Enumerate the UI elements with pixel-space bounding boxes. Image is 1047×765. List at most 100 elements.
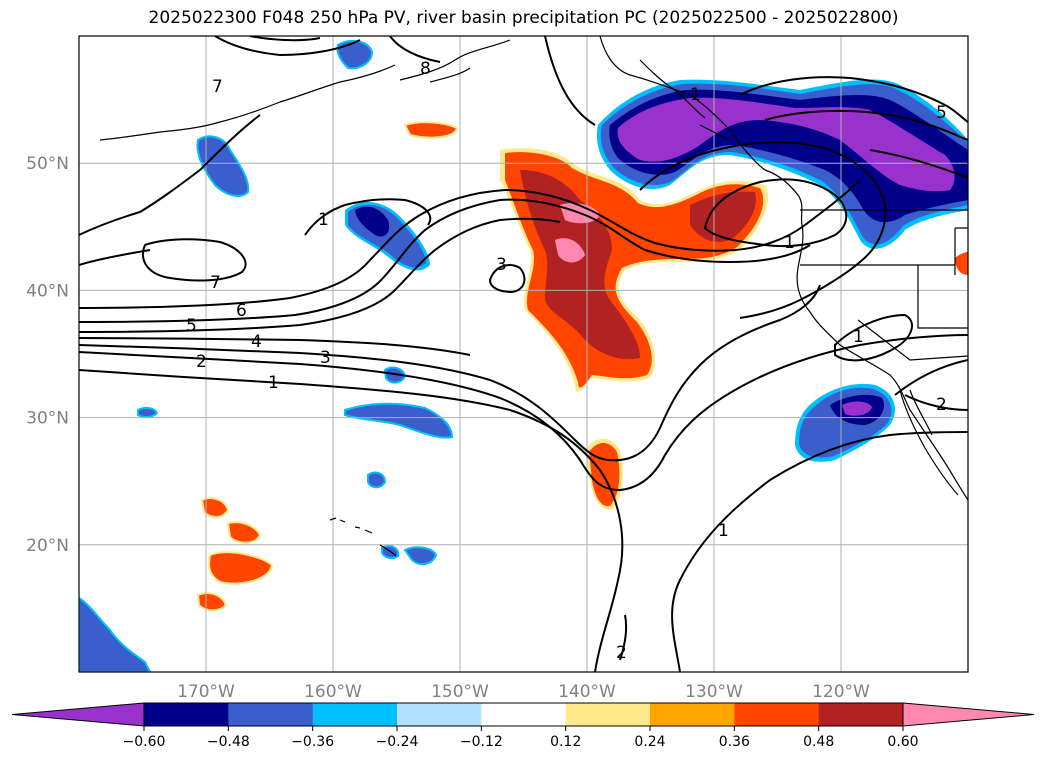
pv-contour-ring-east: [764, 109, 968, 179]
longitude-labels: 170°W 160°W 150°W 140°W 130°W 120°W: [177, 682, 870, 702]
contour-label: 1: [690, 85, 701, 105]
colorbar-tick-label: −0.36: [291, 734, 334, 750]
borders: [800, 209, 968, 361]
coastline-aleutians: [99, 64, 396, 141]
pv-contour-1-top: [79, 36, 596, 266]
colorbar-segment: [144, 703, 229, 726]
pv-contour-1-loop: [703, 178, 848, 248]
latitude-labels: 50°N 40°N 30°N 20°N: [26, 154, 69, 556]
contour-label: 1: [784, 233, 795, 253]
pv-contour-7: [142, 238, 247, 282]
colorbar-tick-label: 0.24: [634, 734, 665, 750]
coastlines: [99, 36, 968, 557]
pv-contour-2: [79, 334, 968, 492]
colorbar-tick-label: 0.60: [887, 734, 918, 750]
pv-contour-5: [79, 198, 811, 323]
longitude-label: 120°W: [812, 682, 870, 702]
contour-label: 1: [268, 373, 279, 393]
coastline-alaska: [399, 39, 511, 83]
negative-anomaly-mid-navy: [355, 206, 390, 237]
plot-frame: [78, 35, 969, 673]
contour-label: 2: [196, 352, 207, 372]
colorbar-tick-label: −0.12: [460, 734, 503, 750]
contour-label: 2: [616, 643, 627, 663]
positive-anomaly-central-strong: [520, 170, 640, 360]
pv-contour-2-east: [894, 359, 968, 411]
longitude-label: 160°W: [304, 682, 362, 702]
longitude-label: 140°W: [558, 682, 616, 702]
colorbar-extend-high: [902, 702, 1035, 727]
pv-contour-4: [79, 217, 561, 333]
colorbar-segment: [397, 703, 482, 726]
pv-contour-3: [79, 284, 821, 462]
contour-label: 1: [718, 521, 729, 541]
colorbar-tick-label: −0.48: [207, 734, 250, 750]
colorbar-tick-label: −0.60: [123, 734, 166, 750]
pv-contour-8: [214, 36, 441, 63]
coastline-hawaii: [329, 517, 397, 557]
colorbar: −0.60 −0.48 −0.36 −0.24 −0.12 0.12 0.24 0.36 0.4…: [11, 702, 1035, 750]
positive-anomaly-sw-3: [208, 551, 274, 585]
negative-anomaly-east-islands: [344, 402, 454, 439]
pv-contour-2-south: [619, 614, 628, 661]
negative-anomaly-sw-corner: [79, 596, 152, 672]
pv-contour-5-east: [739, 76, 968, 123]
contour-label: 5: [186, 316, 197, 336]
negative-anomaly-nw: [196, 135, 250, 197]
colorbar-tick-label: −0.24: [376, 734, 419, 750]
graticule: [79, 36, 968, 672]
contour-label: 3: [320, 348, 331, 368]
map-title: 2025022300 F048 250 hPa PV, river basin …: [148, 8, 899, 28]
contour-label: 8: [420, 59, 431, 79]
colorbar-segment: [818, 703, 904, 726]
precip-shading: [79, 39, 968, 672]
pv-contour-sc-loop: [834, 313, 914, 362]
pv-contour-3-loop: [488, 264, 526, 294]
latitude-label: 20°N: [26, 536, 69, 556]
colorbar-tick-label: 0.48: [803, 734, 834, 750]
contour-label: 3: [496, 255, 507, 275]
positive-anomaly-pink-2: [555, 238, 585, 263]
negative-anomaly-dot-2: [367, 471, 387, 489]
contour-label: 2: [936, 395, 947, 415]
coastline-bc: [639, 59, 729, 141]
latitude-label: 30°N: [26, 409, 69, 429]
pv-contour-1b: [671, 431, 968, 672]
positive-anomaly-sw-1: [200, 497, 230, 518]
colorbar-frame: [143, 702, 904, 727]
contour-label: 7: [212, 77, 223, 97]
positive-anomaly-sw-2: [226, 521, 262, 544]
colorbar-segment: [650, 703, 735, 726]
negative-anomaly-dot-3: [137, 406, 159, 419]
pv-contour-labels: 1 2 3 4 5 6 7 1 7 3 1 1 5 1 2 1 2 8: [186, 59, 947, 663]
colorbar-tick-label: 0.36: [719, 734, 750, 750]
longitude-label: 130°W: [685, 682, 743, 702]
longitude-label: 150°W: [431, 682, 489, 702]
colorbar-segment: [228, 703, 314, 726]
pv-contour-outer-east: [639, 141, 887, 319]
colorbar-segment: [565, 703, 651, 726]
colorbar-segment: [312, 703, 398, 726]
latitude-label: 40°N: [26, 281, 69, 301]
positive-anomaly-sw-4: [196, 592, 228, 612]
latitude-label: 50°N: [26, 154, 69, 174]
coastline-north-america: [599, 36, 968, 501]
contour-label: 1: [853, 327, 864, 347]
pv-contour-6: [79, 114, 861, 309]
pv-contours: [79, 36, 968, 672]
contour-label: 6: [236, 301, 247, 321]
negative-anomaly-ne-purple: [617, 97, 955, 192]
colorbar-tick-label: 0.12: [550, 734, 581, 750]
contour-label: 1: [318, 210, 329, 230]
contour-label: 5: [936, 103, 947, 123]
coastline-baja: [899, 389, 959, 496]
contour-label: 7: [210, 273, 221, 293]
pv-contour-1: [79, 369, 624, 672]
colorbar-segment: [734, 703, 820, 726]
negative-anomaly-hawaii: [403, 546, 438, 566]
contour-label: 4: [251, 332, 262, 352]
pv-contour-7b: [304, 198, 432, 236]
longitude-label: 170°W: [177, 682, 235, 702]
colorbar-segment: [481, 703, 567, 726]
